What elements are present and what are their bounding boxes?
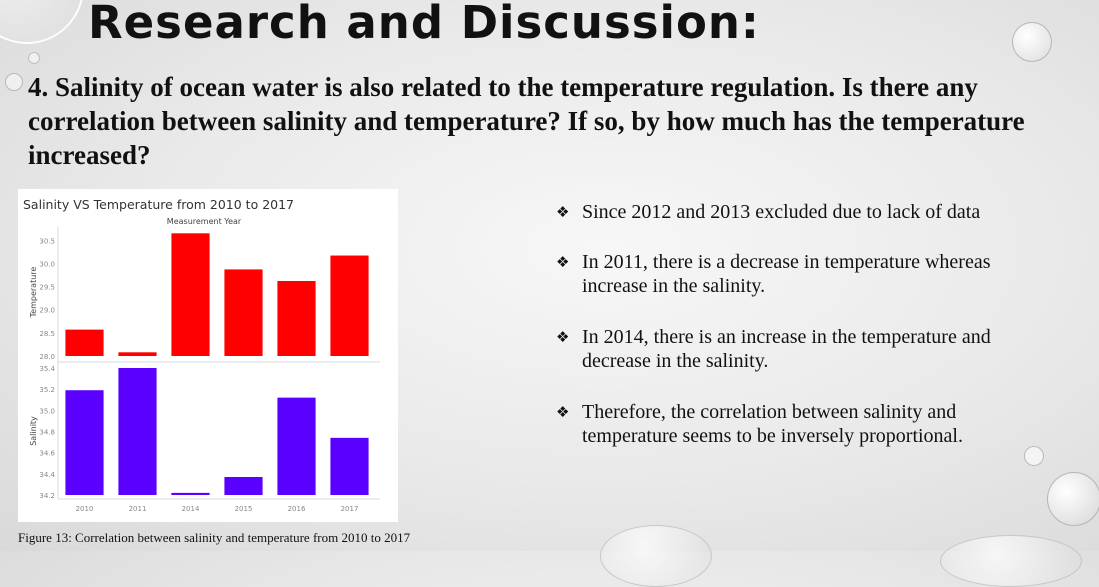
diamond-four-petal-icon: ❖ xyxy=(556,403,570,421)
salinity-bar xyxy=(65,390,104,495)
temperature-bar xyxy=(277,281,316,356)
x-axis-title: Measurement Year xyxy=(167,217,242,226)
y-tick-label: 34.4 xyxy=(39,471,55,479)
slide-title: Research and Discussion: xyxy=(88,0,760,49)
decorative-bubble xyxy=(1024,446,1044,466)
diamond-four-petal-icon: ❖ xyxy=(556,253,570,271)
x-tick-label: 2015 xyxy=(235,505,253,513)
temperature-bar xyxy=(65,329,104,356)
x-tick-label: 2017 xyxy=(341,505,359,513)
y-tick-label: 35.2 xyxy=(39,386,55,394)
decorative-bubble xyxy=(600,525,712,587)
decorative-bubble xyxy=(940,535,1082,587)
chart-svg: Salinity VS Temperature from 2010 to 201… xyxy=(23,197,380,513)
temperature-bar xyxy=(224,269,263,356)
temperature-bar xyxy=(330,255,369,356)
decorative-bubble xyxy=(28,52,40,64)
decorative-bubble xyxy=(1047,472,1099,526)
salinity-temperature-chart: Salinity VS Temperature from 2010 to 201… xyxy=(18,189,398,522)
y-tick-label: 34.6 xyxy=(39,450,55,458)
salinity-bar xyxy=(224,477,263,495)
research-question: 4. Salinity of ocean water is also relat… xyxy=(28,72,1025,170)
bullet-text: Since 2012 and 2013 excluded due to lack… xyxy=(582,201,981,223)
findings-list: ❖ Since 2012 and 2013 excluded due to la… xyxy=(556,200,1056,448)
y-tick-label: 35.4 xyxy=(39,365,55,373)
x-tick-label: 2016 xyxy=(288,505,306,513)
decorative-bubble xyxy=(5,73,23,91)
y-tick-label: 34.8 xyxy=(39,429,55,437)
y-tick-label: 28.0 xyxy=(39,353,55,361)
diamond-four-petal-icon: ❖ xyxy=(556,203,570,221)
y-tick-label: 29.0 xyxy=(39,307,55,315)
bullet-text: In 2014, there is an increase in the tem… xyxy=(582,326,991,372)
x-tick-label: 2014 xyxy=(182,505,200,513)
x-tick-label: 2011 xyxy=(129,505,147,513)
temperature-axis-title: Temperature xyxy=(29,267,38,319)
y-tick-label: 29.5 xyxy=(39,284,55,292)
y-tick-label: 30.5 xyxy=(39,237,55,245)
temperature-bar xyxy=(118,352,157,356)
list-item: ❖ Therefore, the correlation between sal… xyxy=(556,400,1056,448)
y-tick-label: 35.0 xyxy=(39,407,55,415)
list-item: ❖ In 2011, there is a decrease in temper… xyxy=(556,250,1056,298)
salinity-axis-title: Salinity xyxy=(29,416,38,446)
diamond-four-petal-icon: ❖ xyxy=(556,328,570,346)
decorative-bubble xyxy=(1012,22,1052,62)
salinity-bar xyxy=(277,397,316,495)
bullet-text: In 2011, there is a decrease in temperat… xyxy=(582,251,991,297)
salinity-bar xyxy=(171,492,210,495)
temperature-bar xyxy=(171,233,210,356)
list-item: ❖ Since 2012 and 2013 excluded due to la… xyxy=(556,200,1056,224)
y-tick-label: 28.5 xyxy=(39,330,55,338)
salinity-bar xyxy=(330,437,369,495)
salinity-bar xyxy=(118,368,157,495)
figure-caption: Figure 13: Correlation between salinity … xyxy=(18,530,411,545)
decorative-bubble xyxy=(0,0,84,44)
bullet-text: Therefore, the correlation between salin… xyxy=(582,401,963,447)
list-item: ❖ In 2014, there is an increase in the t… xyxy=(556,325,1056,373)
y-tick-label: 30.0 xyxy=(39,260,55,268)
chart-title: Salinity VS Temperature from 2010 to 201… xyxy=(23,197,294,212)
y-tick-label: 34.2 xyxy=(39,492,55,500)
x-tick-label: 2010 xyxy=(76,505,94,513)
